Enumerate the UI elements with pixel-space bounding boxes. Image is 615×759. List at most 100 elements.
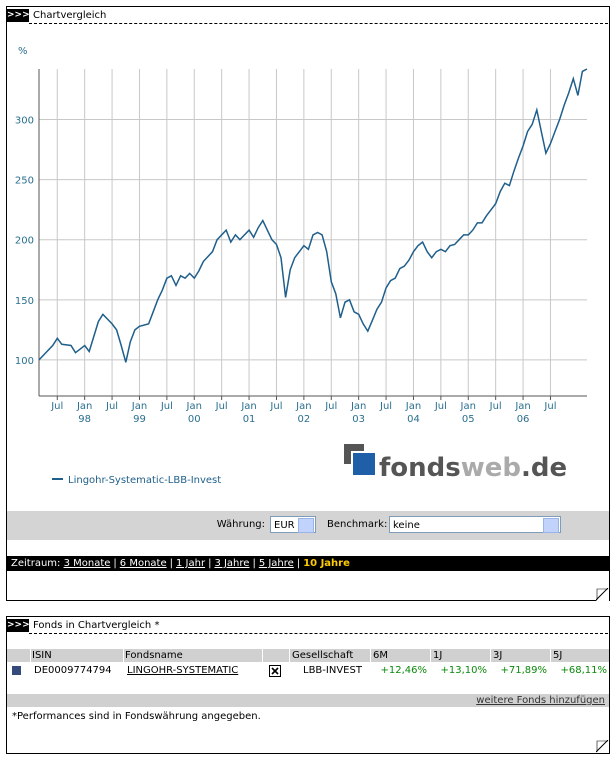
table-row: DE0009774794 LINGOHR-SYSTEMATIC LBB-INVE… bbox=[7, 665, 609, 679]
period-label: Zeitraum: bbox=[11, 558, 61, 569]
currency-label: Währung: bbox=[216, 519, 265, 530]
fund-link[interactable]: LINGOHR-SYSTEMATIC bbox=[127, 665, 239, 676]
select-arrow bbox=[543, 518, 559, 533]
x-tick-label: Jul bbox=[543, 401, 556, 412]
currency-select[interactable]: EUR bbox=[270, 516, 316, 533]
column-header: Fondsname bbox=[125, 650, 183, 661]
column-separator bbox=[550, 649, 551, 662]
column-separator bbox=[370, 649, 371, 662]
column-separator bbox=[30, 649, 31, 662]
select-arrow bbox=[298, 518, 314, 533]
period-option[interactable]: 5 Jahre bbox=[258, 558, 294, 569]
column-separator bbox=[123, 649, 124, 662]
column-separator bbox=[430, 649, 431, 662]
column-separator bbox=[262, 649, 263, 662]
remove-button[interactable] bbox=[269, 665, 281, 677]
performance: +71,89% bbox=[500, 665, 547, 676]
benchmark-select[interactable]: keine bbox=[389, 516, 561, 533]
period-option[interactable]: 3 Monate bbox=[63, 558, 111, 569]
add-link[interactable]: weitere Fonds hinzufügen bbox=[476, 695, 605, 706]
column-header: 3J bbox=[493, 650, 503, 661]
x-tick-label: Jan bbox=[240, 401, 256, 412]
x-tick-label: 99 bbox=[133, 414, 146, 425]
x-tick-label: Jan bbox=[514, 401, 530, 412]
series-line bbox=[38, 68, 588, 363]
separator: | bbox=[296, 558, 301, 569]
x-tick-label: Jul bbox=[489, 401, 502, 412]
period-bar: Zeitraum: 3 Monate | 6 Monate | 1 Jahr | 3 Jah… bbox=[7, 556, 609, 571]
x-tick-label: Jul bbox=[379, 401, 392, 412]
x-tick-label: 05 bbox=[462, 414, 475, 425]
column-separator bbox=[490, 649, 491, 662]
column-header: Gesellschaft bbox=[292, 650, 354, 661]
period-option[interactable]: 6 Monate bbox=[119, 558, 167, 569]
legend-label: Lingohr-Systematic-LBB-Invest bbox=[68, 475, 221, 486]
panel-marker: >>> bbox=[7, 619, 30, 632]
x-tick-label: Jul bbox=[434, 401, 447, 412]
panel-title: Fonds in Chartvergleich * bbox=[33, 620, 160, 631]
x-tick-label: Jul bbox=[215, 401, 228, 412]
column-header: 6M bbox=[373, 650, 388, 661]
separator: | bbox=[208, 558, 212, 569]
footnote: *Performances sind in Fondswährung angeg… bbox=[12, 711, 261, 722]
logo-part: fonds bbox=[379, 453, 461, 483]
x-tick-label: Jan bbox=[76, 401, 92, 412]
x-tick-label: Jan bbox=[460, 401, 476, 412]
x-tick-label: 00 bbox=[188, 414, 201, 425]
performance: +12,46% bbox=[380, 665, 427, 676]
x-tick-label: Jul bbox=[269, 401, 282, 412]
x-tick-label: Jan bbox=[186, 401, 202, 412]
x-tick-label: Jul bbox=[50, 401, 63, 412]
separator: | bbox=[252, 558, 256, 569]
x-tick-label: Jan bbox=[131, 401, 147, 412]
benchmark-label: Benchmark: bbox=[327, 519, 388, 530]
x-tick-label: Jan bbox=[350, 401, 366, 412]
select-value: EUR bbox=[274, 520, 295, 531]
period-option[interactable]: 1 Jahr bbox=[175, 558, 206, 569]
x-tick-label: Jan bbox=[405, 401, 421, 412]
column-header: 5J bbox=[553, 650, 563, 661]
logo-part: .de bbox=[521, 453, 567, 483]
y-tick-label: 200 bbox=[15, 236, 34, 247]
performance: +13,10% bbox=[440, 665, 487, 676]
isin: DE0009774794 bbox=[34, 665, 112, 676]
series-swatch bbox=[12, 666, 21, 675]
panel-title: Chartvergleich bbox=[33, 10, 107, 21]
column-separator bbox=[289, 649, 290, 662]
x-tick-label: 01 bbox=[243, 414, 256, 425]
divider bbox=[29, 23, 608, 24]
corner bbox=[596, 588, 609, 601]
x-tick-label: 02 bbox=[297, 414, 310, 425]
x-tick-label: Jul bbox=[160, 401, 173, 412]
x-tick-label: Jul bbox=[324, 401, 337, 412]
y-tick-label: 100 bbox=[15, 356, 34, 367]
separator: | bbox=[169, 558, 173, 569]
chart-panel bbox=[6, 6, 610, 601]
add-bar: weitere Fonds hinzufügen bbox=[7, 694, 609, 707]
chart: % fondsweb.de 100 150 200 250 300 Jul Jan 98 Jul… bbox=[15, 46, 588, 486]
period-option[interactable]: 3 Jahre bbox=[214, 558, 250, 569]
performance: +68,11% bbox=[560, 665, 607, 676]
select-value: keine bbox=[393, 520, 420, 531]
x-tick-label: Jan bbox=[295, 401, 311, 412]
logo: fondsweb.de bbox=[379, 453, 567, 483]
x-tick-label: 06 bbox=[517, 414, 530, 425]
y-tick-label: 250 bbox=[15, 176, 34, 187]
x-tick-label: 03 bbox=[352, 414, 365, 425]
logo-icon bbox=[351, 451, 377, 477]
company: LBB-INVEST bbox=[303, 665, 362, 676]
panel-marker: >>> bbox=[7, 9, 30, 22]
corner bbox=[596, 740, 609, 753]
x-tick-label: 98 bbox=[78, 414, 91, 425]
logo-part: web bbox=[461, 453, 521, 483]
period-option: 10 Jahre bbox=[303, 558, 350, 569]
x-tick-label: Jul bbox=[105, 401, 118, 412]
y-tick-label: 300 bbox=[15, 115, 34, 126]
table-header: ISIN Fondsname Gesellschaft 6M 1J 3J 5J bbox=[7, 649, 609, 662]
x-tick-label: 04 bbox=[407, 414, 420, 425]
column-header: ISIN bbox=[32, 650, 52, 661]
y-unit: % bbox=[18, 46, 28, 57]
divider bbox=[29, 633, 608, 634]
column-header: 1J bbox=[433, 650, 443, 661]
